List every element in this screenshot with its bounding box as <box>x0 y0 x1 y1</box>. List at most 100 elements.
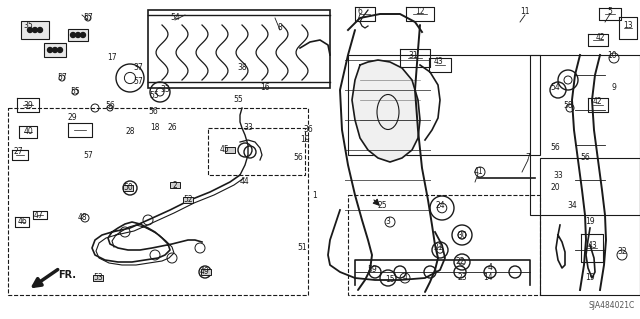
Text: 38: 38 <box>237 63 247 72</box>
Text: 5: 5 <box>607 8 612 17</box>
Text: 41: 41 <box>473 167 483 176</box>
Bar <box>68 29 88 41</box>
Text: 39: 39 <box>23 100 33 109</box>
Text: 28: 28 <box>125 128 135 137</box>
Text: 55: 55 <box>70 87 80 97</box>
Text: 57: 57 <box>133 78 143 86</box>
Text: 19: 19 <box>585 273 595 283</box>
Text: 13: 13 <box>623 20 633 29</box>
Text: 4: 4 <box>403 273 408 283</box>
Text: 21: 21 <box>433 243 443 253</box>
Text: 49: 49 <box>200 268 210 277</box>
Text: 12: 12 <box>415 8 425 17</box>
Circle shape <box>70 33 76 38</box>
Bar <box>123 185 133 191</box>
Text: 19: 19 <box>300 136 310 145</box>
Circle shape <box>76 33 81 38</box>
Text: 1: 1 <box>312 190 317 199</box>
Text: 56: 56 <box>148 108 158 116</box>
Text: 2: 2 <box>173 181 177 189</box>
Text: 57: 57 <box>83 151 93 160</box>
Bar <box>148 10 330 88</box>
Circle shape <box>52 48 58 53</box>
Text: 53: 53 <box>93 273 103 283</box>
Text: 52: 52 <box>183 196 193 204</box>
Text: 44: 44 <box>240 177 250 187</box>
Text: 20: 20 <box>550 183 560 192</box>
Text: 57: 57 <box>83 13 93 23</box>
Text: 30: 30 <box>457 231 467 240</box>
Text: 11: 11 <box>520 8 530 17</box>
Text: FR.: FR. <box>58 270 76 280</box>
Circle shape <box>38 27 42 33</box>
Text: 4: 4 <box>488 263 492 272</box>
Bar <box>21 21 49 39</box>
Text: 42: 42 <box>595 33 605 42</box>
Text: 43: 43 <box>587 241 597 249</box>
Text: 35: 35 <box>23 20 33 29</box>
Bar <box>8 108 308 295</box>
Text: 3: 3 <box>385 218 390 226</box>
Text: 54: 54 <box>170 13 180 23</box>
Circle shape <box>47 48 52 53</box>
Bar <box>201 269 211 275</box>
Text: 43: 43 <box>433 57 443 66</box>
Text: 8: 8 <box>278 24 282 33</box>
Bar <box>183 197 193 203</box>
Text: 22: 22 <box>455 257 465 266</box>
Text: 55: 55 <box>233 95 243 105</box>
Text: 16: 16 <box>260 84 270 93</box>
Text: 29: 29 <box>67 114 77 122</box>
Bar <box>348 55 540 155</box>
Bar <box>44 43 66 57</box>
Text: 50: 50 <box>123 183 133 192</box>
Text: 19: 19 <box>585 218 595 226</box>
Bar <box>530 55 640 215</box>
Bar <box>540 158 640 295</box>
Text: 58: 58 <box>563 100 573 109</box>
Circle shape <box>28 27 33 33</box>
Text: SJA484021C: SJA484021C <box>589 301 635 310</box>
Text: 47: 47 <box>33 211 43 219</box>
Text: 51: 51 <box>297 243 307 253</box>
Circle shape <box>81 33 86 38</box>
Text: 36: 36 <box>303 125 313 135</box>
Text: 33: 33 <box>553 170 563 180</box>
Text: 26: 26 <box>167 123 177 132</box>
Polygon shape <box>352 60 420 162</box>
Text: 45: 45 <box>220 145 230 154</box>
Text: 33: 33 <box>243 123 253 132</box>
Text: 56: 56 <box>105 100 115 109</box>
Text: 56: 56 <box>580 153 590 162</box>
Text: 23: 23 <box>457 273 467 283</box>
Text: 7: 7 <box>525 153 531 162</box>
Text: 37: 37 <box>133 63 143 72</box>
Text: 59: 59 <box>367 265 377 275</box>
Text: 33: 33 <box>160 85 170 94</box>
Text: 56: 56 <box>550 144 560 152</box>
Text: 56: 56 <box>293 153 303 162</box>
Text: 17: 17 <box>107 53 117 62</box>
Bar <box>93 275 103 281</box>
Text: 25: 25 <box>377 201 387 210</box>
Text: 31: 31 <box>408 50 418 60</box>
Text: 55: 55 <box>149 91 159 100</box>
Text: 34: 34 <box>567 201 577 210</box>
Circle shape <box>33 27 38 33</box>
Text: 42: 42 <box>592 98 602 107</box>
Text: 14: 14 <box>483 273 493 283</box>
Bar <box>208 128 305 175</box>
Text: 24: 24 <box>435 201 445 210</box>
Text: 40: 40 <box>23 128 33 137</box>
Text: 27: 27 <box>13 147 23 157</box>
Text: 6: 6 <box>358 8 362 17</box>
Text: 15: 15 <box>385 276 395 285</box>
Text: 46: 46 <box>17 218 27 226</box>
Bar <box>225 147 235 153</box>
Text: 48: 48 <box>77 213 87 222</box>
Bar <box>348 195 540 295</box>
Bar <box>170 182 180 188</box>
Circle shape <box>58 48 63 53</box>
Text: 10: 10 <box>607 50 617 60</box>
Text: 54: 54 <box>550 84 560 93</box>
